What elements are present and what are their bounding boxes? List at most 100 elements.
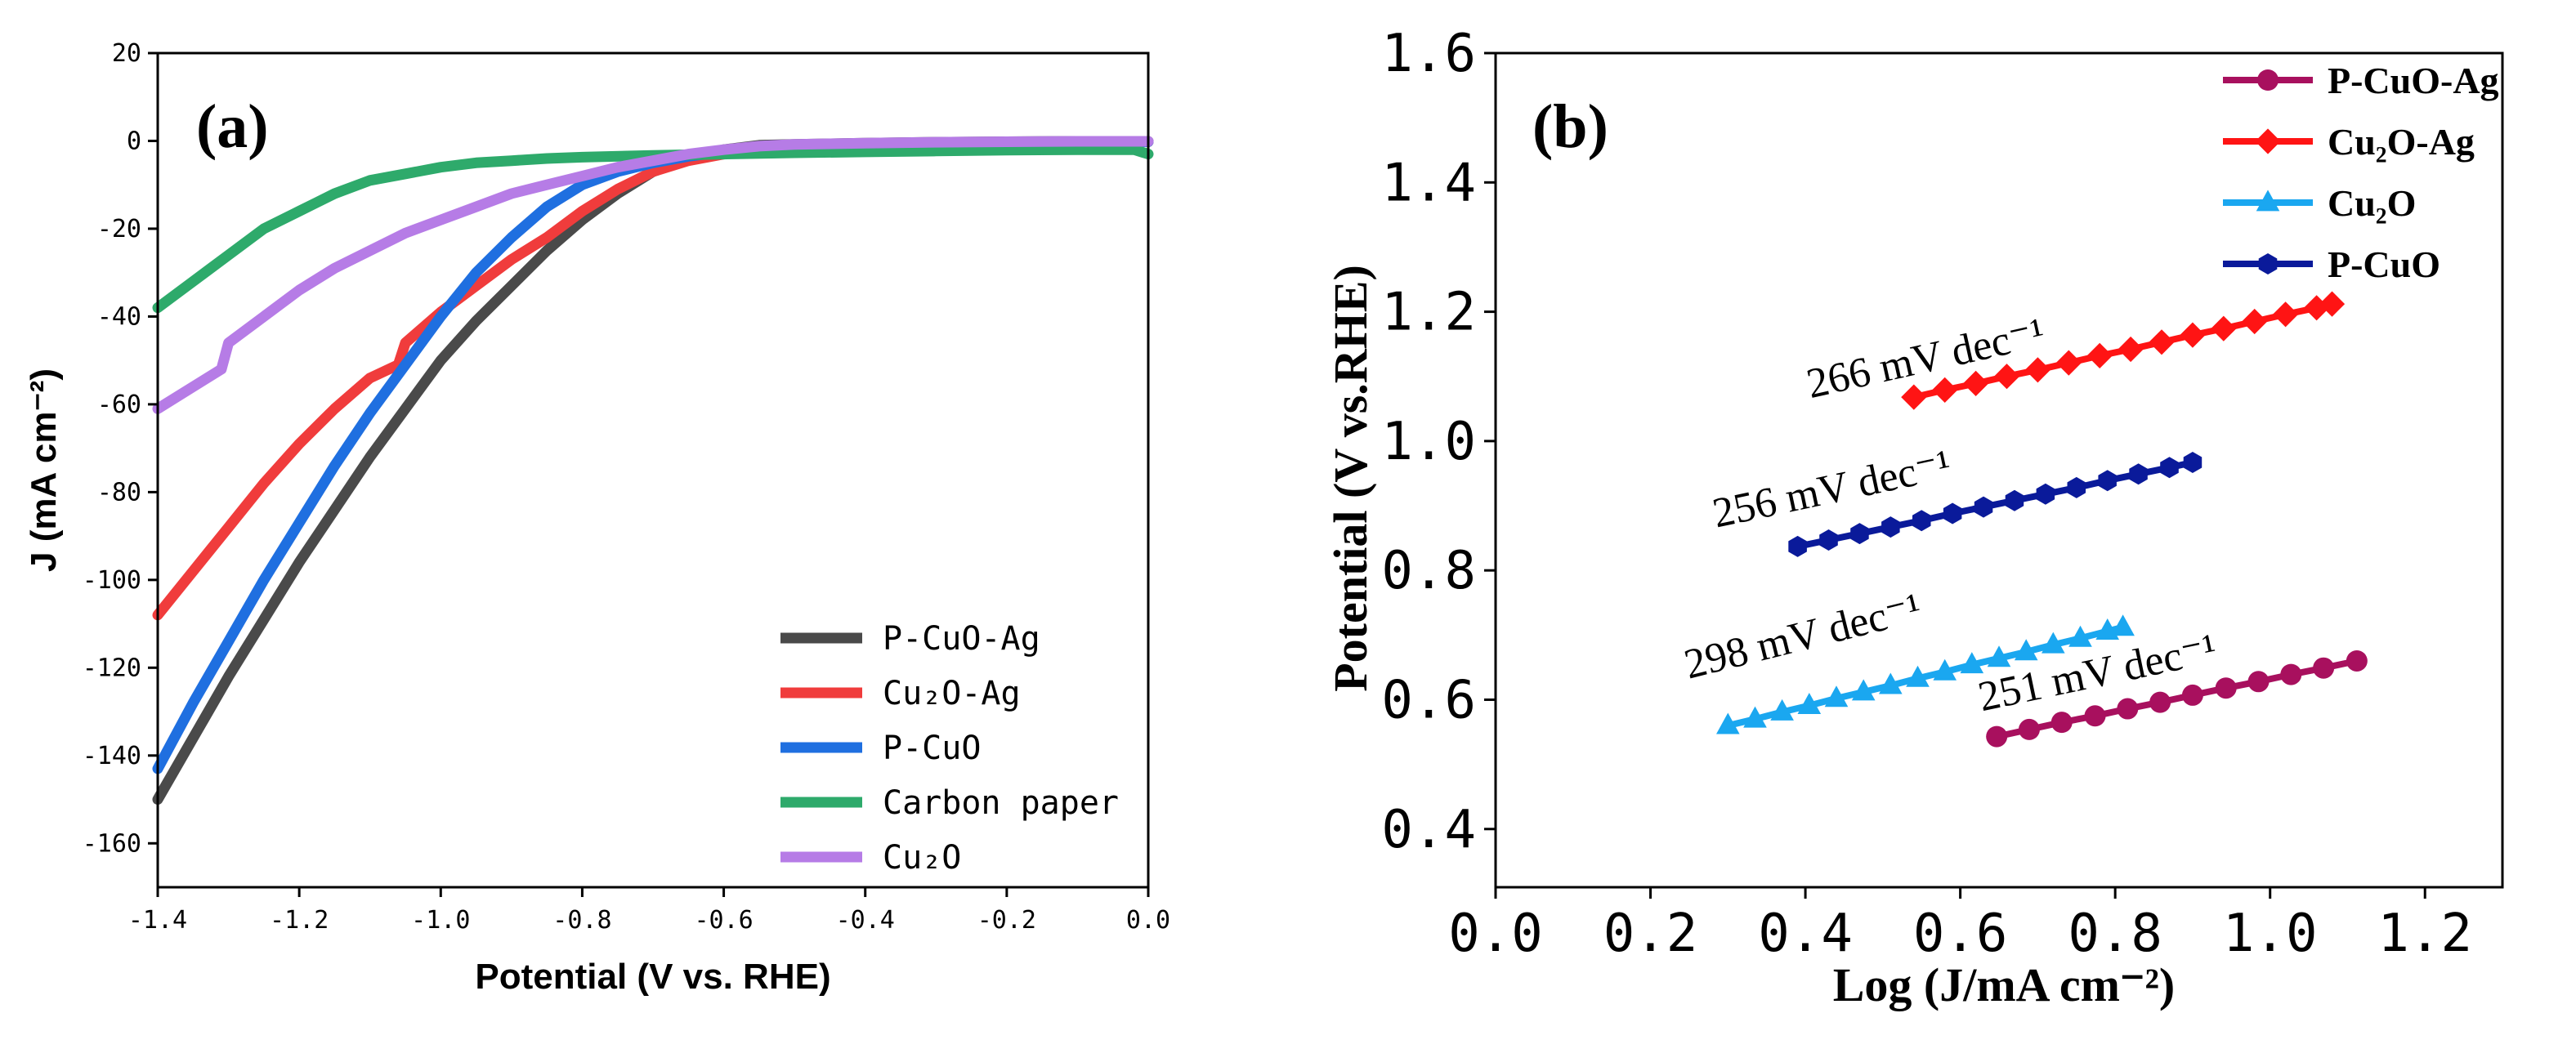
- fit-line-cu-o: [1727, 623, 2124, 729]
- x-tick-label: -0.4: [836, 906, 895, 935]
- data-point-cu-o-ag: [2118, 336, 2144, 363]
- plot-frame: [1494, 51, 2504, 889]
- legend-marker-cu-o: [2256, 190, 2280, 212]
- data-point-p-cuo: [1788, 535, 1807, 557]
- data-point-cu-o: [1987, 645, 2011, 667]
- y-tick-label: -100: [83, 566, 141, 595]
- data-point-p-cuo: [2129, 463, 2148, 485]
- y-tick-label: -60: [97, 391, 141, 419]
- data-point-p-cuo-ag: [2280, 663, 2302, 685]
- data-point-p-cuo-ag: [2117, 698, 2139, 720]
- y-tick-label: 0.8: [1381, 541, 1476, 601]
- x-tick-label: -0.8: [552, 906, 611, 935]
- y-tick-label: -20: [97, 215, 141, 243]
- series-line-carbon-paper: [152, 144, 1154, 314]
- y-tick-label: -140: [83, 742, 141, 770]
- data-point-cu-o-ag: [2211, 315, 2237, 341]
- y-tick-label: 1.0: [1381, 412, 1476, 472]
- data-point-p-cuo-ag: [2215, 677, 2237, 699]
- series-cu-o-ag: [1901, 291, 2346, 410]
- x-tick-label: 0.2: [1603, 904, 1698, 964]
- y-tick-label: -120: [83, 654, 141, 682]
- data-point-p-cuo: [1943, 502, 1962, 524]
- legend-marker-cu-o-ag: [2255, 128, 2281, 154]
- data-point-cu-o: [1906, 665, 1930, 687]
- legend-label: Cu₂O-Ag: [2328, 121, 2475, 163]
- x-tick-label: -0.6: [694, 906, 753, 935]
- legend: P-CuO-Ag Cu₂O-Ag Cu₂O P-CuO: [2223, 60, 2499, 285]
- x-tick-label: 0.0: [1126, 906, 1170, 935]
- data-point-p-cuo: [2098, 470, 2117, 492]
- x-tick-label: 0.8: [2068, 904, 2162, 964]
- data-point-cu-o-ag: [1963, 370, 1989, 396]
- data-point-cu-o: [1879, 672, 1903, 694]
- data-point-cu-o-ag: [2180, 322, 2206, 348]
- x-tick-label: -1.2: [270, 906, 329, 935]
- ticks-layer: 0.0 0.2 0.4 0.6 0.8 1.0 1.2 0.4 0.6 0.8 1.0 1.2 1.4 1…: [1381, 24, 2472, 964]
- data-point-cu-o: [2111, 614, 2135, 636]
- data-point-cu-o-ag: [2149, 329, 2175, 355]
- data-point-cu-o: [1933, 658, 1957, 681]
- data-point-cu-o-ag: [1993, 364, 2020, 390]
- data-point-p-cuo-ag: [2084, 705, 2106, 727]
- y-tick-label: -40: [97, 302, 141, 331]
- data-point-cu-o-ag: [2086, 342, 2113, 368]
- data-point-cu-o: [1770, 699, 1794, 721]
- x-tick-label: 0.4: [1758, 904, 1853, 964]
- legend-marker-p-cuo-ag: [2257, 69, 2279, 91]
- y-tick-label: 1.4: [1381, 153, 1476, 213]
- x-tick-label: -0.2: [977, 906, 1036, 935]
- data-point-cu-o-ag: [2242, 308, 2268, 335]
- y-tick-label: 0.4: [1381, 800, 1476, 860]
- data-point-p-cuo: [1912, 510, 1931, 532]
- x-tick-label: 1.2: [2377, 904, 2472, 964]
- data-point-p-cuo-ag: [2313, 657, 2335, 679]
- data-point-cu-o: [1960, 652, 1984, 674]
- y-tick-label: 1.2: [1381, 283, 1476, 343]
- legend-label: P-CuO-Ag: [2328, 60, 2499, 101]
- legend-label: Cu₂O: [2328, 182, 2416, 224]
- data-point-cu-o: [1824, 685, 1849, 707]
- legend-marker-p-cuo: [2258, 253, 2278, 275]
- legend-label: Cu₂O: [883, 839, 961, 877]
- data-point-cu-o-ag: [2273, 301, 2299, 328]
- legend-label: P-CuO: [883, 730, 981, 767]
- x-tick-label: 0.6: [1913, 904, 2008, 964]
- x-tick-label: -1.4: [128, 906, 187, 935]
- data-point-p-cuo: [2036, 483, 2055, 505]
- legend-label: P-CuO-Ag: [883, 620, 1040, 658]
- ticks-layer: -1.4 -1.2 -1.0 -0.8 -0.6 -0.4 -0.2 0.0 20 0 -20 -40…: [83, 39, 1170, 935]
- y-tick-label: 0: [127, 127, 141, 155]
- data-point-p-cuo-ag: [2149, 691, 2171, 713]
- legend-label: Cu₂O-Ag: [883, 675, 1021, 712]
- data-point-cu-o: [1743, 706, 1767, 728]
- slope-label-cu-o: 298 mV dec⁻¹: [1679, 585, 1925, 689]
- data-point-cu-o-ag: [1932, 377, 1958, 403]
- data-point-p-cuo-ag: [2181, 684, 2203, 706]
- y-axis-label: J (mA cm⁻²): [24, 368, 64, 572]
- data-point-cu-o-ag: [2055, 350, 2082, 376]
- x-axis-label: Potential (V vs. RHE): [475, 957, 830, 997]
- legend: P-CuO-Ag Cu₂O-Ag P-CuO Carbon paper Cu₂O: [780, 620, 1119, 877]
- panel-b: 0.0 0.2 0.4 0.6 0.8 1.0 1.2 0.4 0.6 0.8 1.0 1.2 1.4 1…: [1324, 24, 2504, 1011]
- series-p-cuo-ag: [1986, 649, 2368, 748]
- panel-label: (a): [196, 92, 269, 161]
- series-layer: [1716, 291, 2368, 748]
- data-point-p-cuo-ag: [2247, 671, 2270, 693]
- data-point-p-cuo: [2067, 476, 2086, 498]
- data-point-cu-o: [1716, 712, 1740, 734]
- data-point-cu-o: [2014, 639, 2038, 661]
- series-cu-o: [1716, 614, 2135, 734]
- legend-label: P-CuO: [2328, 243, 2440, 285]
- data-point-cu-o: [2042, 632, 2065, 654]
- data-point-cu-o: [1797, 693, 1822, 714]
- data-point-p-cuo-ag: [1986, 725, 2008, 748]
- series-layer: [152, 136, 1154, 805]
- y-tick-label: 0.6: [1381, 670, 1476, 730]
- panel-label: (b): [1532, 92, 1608, 161]
- data-point-p-cuo: [1881, 516, 1900, 538]
- x-tick-label: -1.0: [411, 906, 470, 935]
- x-tick-label: 1.0: [2223, 904, 2318, 964]
- data-point-p-cuo: [1850, 523, 1869, 545]
- data-point-cu-o-ag: [1901, 384, 1927, 410]
